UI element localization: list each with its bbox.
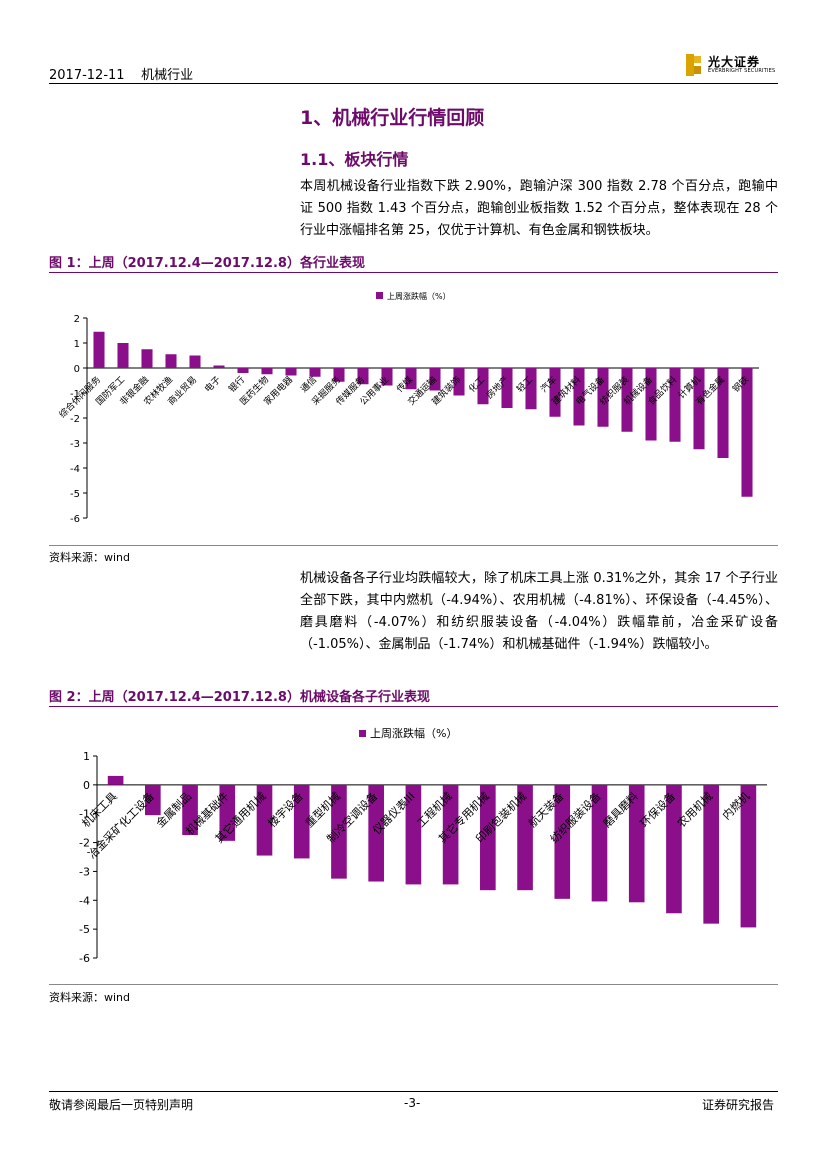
y-tick-label: -4 <box>70 464 80 475</box>
figure-1-source-divider <box>49 545 778 546</box>
legend-label: 上周涨跌幅（%） <box>387 291 451 301</box>
bar <box>741 368 753 497</box>
y-tick-label: -6 <box>70 514 80 525</box>
bar <box>219 784 236 841</box>
bar <box>261 368 273 375</box>
bar <box>628 784 645 903</box>
y-tick-label: -6 <box>79 952 90 965</box>
figure-1-divider <box>49 272 778 273</box>
bar <box>549 368 561 417</box>
category-label: 电子 <box>202 374 223 395</box>
legend-swatch <box>359 730 366 737</box>
bar <box>591 784 608 902</box>
y-tick-label: -3 <box>79 865 90 878</box>
y-tick-label: -3 <box>70 439 80 450</box>
bar <box>554 784 571 899</box>
bar <box>703 784 719 924</box>
footer-divider <box>49 1091 778 1092</box>
bar <box>165 354 177 368</box>
header-industry: 机械行业 <box>141 68 194 83</box>
y-tick-label: -2 <box>79 837 90 850</box>
everbright-logo-icon <box>686 54 701 76</box>
figure-1-chart: 上周涨跌幅（%）210-1-2-3-4-5-6综合休闲服务国防军工非银金融农林牧… <box>56 291 759 525</box>
y-tick-label: 0 <box>83 779 90 792</box>
bar <box>666 784 682 914</box>
header-date-industry: 2017-12-11 机械行业 <box>49 64 193 83</box>
section-title: 1、机械行业行情回顾 <box>300 107 485 129</box>
bar <box>405 368 417 390</box>
y-tick-label: -5 <box>70 489 80 500</box>
bar <box>525 368 537 410</box>
bar <box>645 368 657 441</box>
logo-name-cn: 光大证券 <box>708 55 761 69</box>
footer-page-number: -3- <box>404 1096 421 1110</box>
figure-2-chart: 上周涨跌幅（%）10-1-2-3-4-5-6机床工具冶金采矿化工设备金属制品机械… <box>79 726 767 965</box>
bar <box>237 368 249 373</box>
bar <box>573 368 585 426</box>
bar <box>477 368 489 405</box>
y-tick-label: -2 <box>70 414 80 425</box>
bar <box>597 368 609 427</box>
y-tick-label: 2 <box>74 314 80 325</box>
bar <box>381 368 393 386</box>
bar <box>117 343 129 368</box>
bar <box>182 784 198 836</box>
bar <box>293 784 310 859</box>
paragraph-1: 本周机械设备行业指数下跌 2.90%，跑输沪深 300 指数 2.78 个百分点… <box>300 179 778 238</box>
bar <box>740 784 757 928</box>
y-tick-label: 1 <box>74 339 80 350</box>
y-tick-label: 1 <box>83 750 90 763</box>
bar <box>357 368 369 385</box>
bar <box>189 355 201 368</box>
bar <box>93 331 105 368</box>
paragraph-2: 机械设备各子行业均跌幅较大，除了机床工具上涨 0.31%之外，其余 17 个子行… <box>300 571 778 652</box>
y-tick-label: -5 <box>79 923 90 936</box>
figure-2-title: 图 2：上周（2017.12.4—2017.12.8）机械设备各子行业表现 <box>49 690 430 705</box>
category-label: 通信 <box>298 374 319 395</box>
header-divider <box>49 83 778 84</box>
y-tick-label: -1 <box>79 808 90 821</box>
subsection-title: 1.1、板块行情 <box>300 150 409 169</box>
figure-2-source: 资料来源：wind <box>49 991 131 1004</box>
bar <box>693 368 705 450</box>
bar <box>453 368 465 396</box>
logo-name-en: EVERBRIGHT SECURITIES <box>708 68 776 74</box>
bar <box>213 365 225 368</box>
category-label: 银行 <box>226 374 247 395</box>
bar <box>256 784 273 856</box>
bar <box>331 784 347 879</box>
bar <box>333 368 345 382</box>
bar <box>309 368 321 377</box>
bar <box>145 784 161 816</box>
bar <box>285 368 297 376</box>
bar <box>141 349 153 368</box>
bar <box>501 368 513 408</box>
header-date: 2017-12-11 <box>49 68 125 83</box>
category-label: 冶金采矿化工设备 <box>85 789 157 861</box>
bar <box>717 368 729 458</box>
bar <box>480 784 496 891</box>
bar <box>405 784 422 885</box>
figure-1-title: 图 1：上周（2017.12.4—2017.12.8）各行业表现 <box>49 256 365 271</box>
figure-2-divider <box>49 706 778 707</box>
y-tick-label: 0 <box>74 364 80 375</box>
figure-2-source-divider <box>49 984 778 985</box>
figure-1-source: 资料来源：wind <box>49 551 131 564</box>
bar <box>107 775 124 785</box>
bar <box>669 368 681 442</box>
bar <box>442 784 459 885</box>
bar <box>368 784 384 882</box>
bar <box>517 784 533 891</box>
footer-report-type: 证券研究报告 <box>702 1098 775 1112</box>
legend-label: 上周涨跌幅（%） <box>370 726 457 740</box>
legend-swatch <box>376 292 383 299</box>
footer-disclaimer: 敬请参阅最后一页特别声明 <box>49 1098 194 1112</box>
bar <box>621 368 633 432</box>
y-tick-label: -1 <box>70 389 80 400</box>
y-tick-label: -4 <box>79 894 90 907</box>
bar <box>429 368 441 391</box>
